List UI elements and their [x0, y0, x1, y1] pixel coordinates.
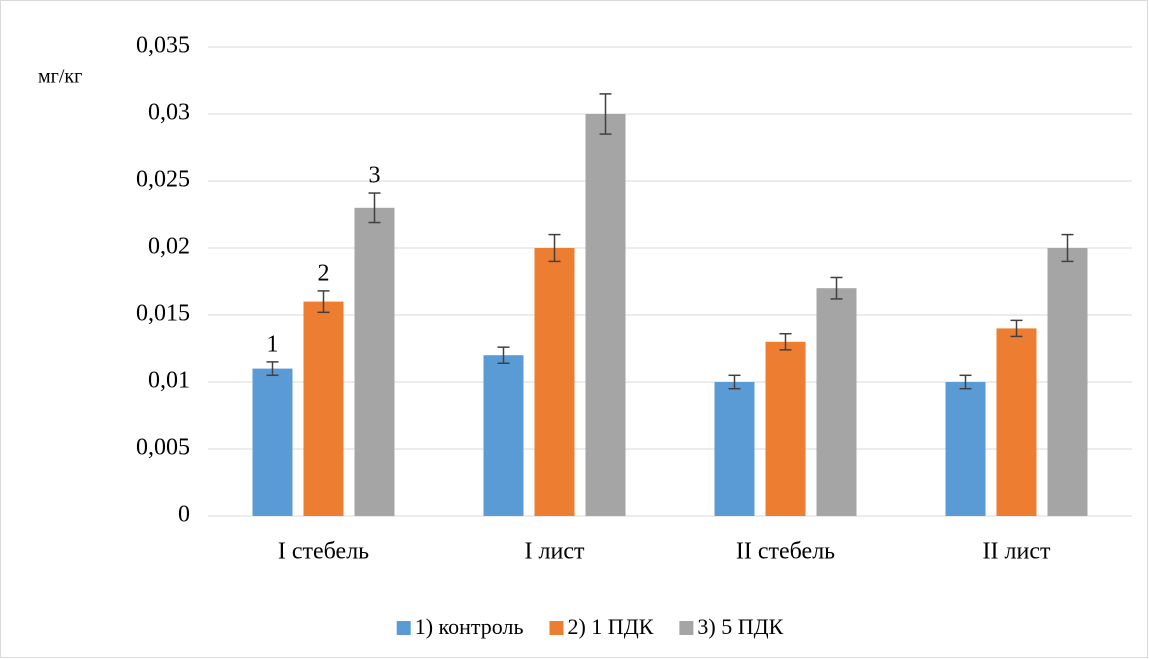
bar-annotation: 1 [267, 331, 279, 357]
bar [714, 382, 755, 516]
error-bar [1010, 319, 1023, 338]
bar [252, 368, 293, 516]
legend-label: 3) 5 ПДК [697, 614, 783, 639]
legend-swatch [396, 621, 411, 635]
x-tick-label: I лист [525, 539, 585, 565]
y-tick-label: 0 [178, 502, 190, 528]
error-bar [728, 374, 741, 390]
x-tick-label: II лист [983, 539, 1051, 565]
y-tick-label: 0,02 [148, 234, 190, 260]
error-bar [266, 361, 279, 377]
x-tick-label: II стебель [736, 539, 835, 565]
legend-label: 1) контроль [415, 614, 524, 639]
error-bar [548, 233, 561, 263]
y-tick-label: 0,01 [148, 368, 190, 394]
error-bar [959, 374, 972, 390]
bar [765, 341, 806, 516]
y-tick-label: 0,015 [136, 301, 190, 327]
bar [303, 301, 344, 516]
bar [945, 382, 986, 516]
error-bar [830, 276, 843, 300]
y-tick-label: 0,03 [148, 100, 190, 126]
legend-swatch [549, 621, 564, 635]
y-tick-label: 0,035 [136, 33, 190, 59]
bar [534, 248, 575, 516]
bar [483, 355, 524, 516]
bar [585, 114, 626, 516]
error-bar [779, 333, 792, 351]
y-axis-label: мг/кг [38, 66, 82, 88]
legend-swatch [679, 621, 694, 635]
bar [354, 207, 395, 517]
x-tick-label: I стебель [278, 539, 369, 565]
bar [816, 288, 857, 516]
error-bar [1061, 233, 1074, 263]
bar [1047, 248, 1088, 516]
bar-annotation: 2 [318, 260, 330, 286]
y-tick-label: 0,005 [136, 435, 190, 461]
error-bar [317, 290, 330, 314]
error-bar [497, 346, 510, 364]
bar-annotation: 3 [369, 163, 381, 189]
bar [996, 328, 1037, 516]
error-bar [599, 93, 612, 135]
y-tick-label: 0,025 [136, 167, 190, 193]
legend-label: 2) 1 ПДК [567, 614, 653, 639]
error-bar [368, 192, 381, 224]
